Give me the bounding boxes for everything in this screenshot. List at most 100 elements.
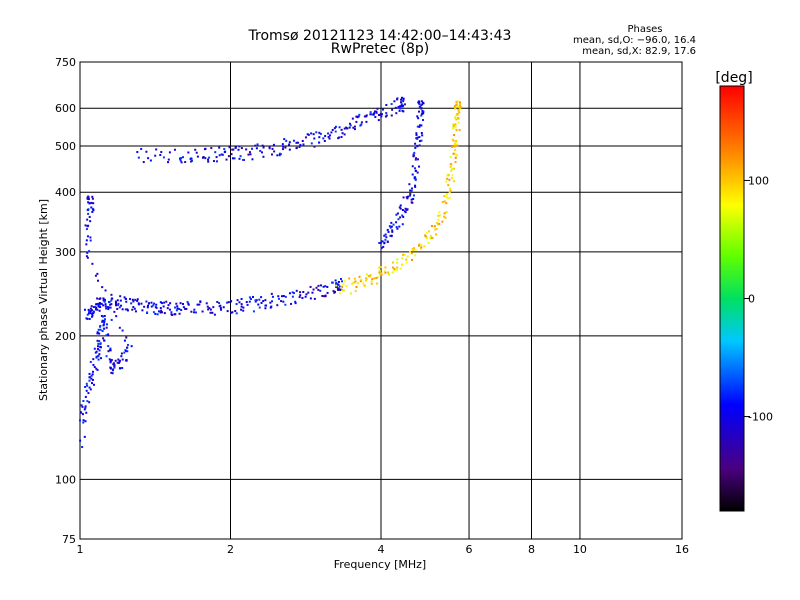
scatter-point bbox=[179, 302, 182, 305]
scatter-point bbox=[175, 309, 178, 312]
scatter-point bbox=[240, 297, 243, 300]
scatter-point bbox=[116, 307, 119, 310]
scatter-point bbox=[199, 300, 202, 303]
scatter-point bbox=[97, 302, 100, 305]
scatter-point bbox=[136, 299, 139, 302]
scatter-point bbox=[284, 303, 287, 306]
scatter-point bbox=[349, 292, 352, 295]
scatter-point bbox=[262, 155, 265, 158]
scatter-point bbox=[90, 374, 93, 377]
scatter-point bbox=[337, 280, 340, 283]
scatter-point bbox=[443, 200, 446, 203]
scatter-point bbox=[326, 291, 329, 294]
scatter-point bbox=[445, 193, 448, 196]
scatter-point bbox=[94, 351, 97, 354]
scatter-point bbox=[452, 124, 455, 127]
scatter-point bbox=[418, 103, 421, 106]
scatter-point bbox=[98, 340, 101, 343]
scatter-point bbox=[404, 253, 407, 256]
scatter-point bbox=[455, 139, 458, 142]
scatter-point bbox=[246, 303, 249, 306]
scatter-point bbox=[438, 211, 441, 214]
scatter-point bbox=[454, 141, 457, 144]
scatter-point bbox=[315, 286, 318, 289]
scatter-point bbox=[365, 114, 368, 117]
scatter-point bbox=[342, 289, 345, 292]
scatter-point bbox=[401, 100, 404, 103]
scatter-point bbox=[351, 117, 354, 120]
scatter-point bbox=[363, 115, 366, 118]
scatter-point bbox=[97, 279, 100, 282]
scatter-point bbox=[108, 349, 111, 352]
scatter-point bbox=[213, 313, 216, 316]
scatter-point bbox=[121, 358, 124, 361]
scatter-point bbox=[89, 388, 92, 391]
scatter-point bbox=[278, 154, 281, 157]
scatter-point bbox=[86, 197, 89, 200]
scatter-point bbox=[90, 377, 93, 380]
scatter-point bbox=[208, 156, 211, 159]
scatter-point bbox=[449, 156, 452, 159]
scatter-point bbox=[104, 305, 107, 308]
scatter-point bbox=[88, 250, 91, 253]
scatter-point bbox=[99, 343, 102, 346]
scatter-point bbox=[96, 332, 99, 335]
scatter-point bbox=[295, 289, 298, 292]
scatter-point bbox=[85, 243, 88, 246]
scatter-point bbox=[118, 359, 121, 362]
scatter-point bbox=[454, 152, 457, 155]
scatter-point bbox=[105, 307, 108, 310]
scatter-point bbox=[328, 137, 331, 140]
scatter-point bbox=[89, 307, 92, 310]
scatter-point bbox=[116, 299, 119, 302]
colorbar bbox=[719, 85, 745, 512]
scatter-point bbox=[262, 146, 265, 149]
scatter-point bbox=[87, 212, 90, 215]
scatter-point bbox=[178, 312, 181, 315]
scatter-point bbox=[114, 359, 117, 362]
scatter-point bbox=[237, 148, 240, 151]
scatter-point bbox=[114, 300, 117, 303]
scatter-point bbox=[309, 297, 312, 300]
scatter-point bbox=[178, 157, 181, 160]
scatter-point bbox=[137, 156, 140, 159]
scatter-point bbox=[281, 295, 284, 298]
scatter-point bbox=[317, 288, 320, 291]
scatter-point bbox=[441, 200, 444, 203]
scatter-point bbox=[98, 353, 101, 356]
scatter-point bbox=[270, 153, 273, 156]
scatter-point bbox=[422, 112, 425, 115]
scatter-point bbox=[354, 290, 357, 293]
scatter-point bbox=[379, 265, 382, 268]
scatter-point bbox=[98, 332, 101, 335]
scatter-point bbox=[318, 136, 321, 139]
scatter-point bbox=[424, 234, 427, 237]
scatter-point bbox=[159, 307, 162, 310]
scatter-point bbox=[396, 268, 399, 271]
scatter-point bbox=[85, 228, 88, 231]
scatter-point bbox=[176, 307, 179, 310]
scatter-point bbox=[236, 299, 239, 302]
scatter-point bbox=[413, 194, 416, 197]
scatter-point bbox=[212, 306, 215, 309]
scatter-point bbox=[202, 155, 205, 158]
scatter-point bbox=[89, 310, 92, 313]
scatter-point bbox=[248, 300, 251, 303]
scatter-point bbox=[96, 297, 99, 300]
x-tick-label: 2 bbox=[227, 543, 234, 556]
scatter-point bbox=[240, 147, 243, 150]
scatter-point bbox=[85, 411, 88, 414]
scatter-point bbox=[86, 225, 89, 228]
scatter-point bbox=[270, 292, 273, 295]
scatter-point bbox=[409, 189, 412, 192]
scatter-point bbox=[214, 151, 217, 154]
scatter-point bbox=[380, 273, 383, 276]
scatter-point bbox=[327, 135, 330, 138]
scatter-point bbox=[414, 158, 417, 161]
scatter-point bbox=[406, 255, 409, 258]
scatter-point bbox=[377, 119, 380, 122]
scatter-point bbox=[429, 234, 432, 237]
scatter-point bbox=[454, 108, 457, 111]
scatter-point bbox=[410, 258, 413, 261]
scatter-point bbox=[405, 196, 408, 199]
